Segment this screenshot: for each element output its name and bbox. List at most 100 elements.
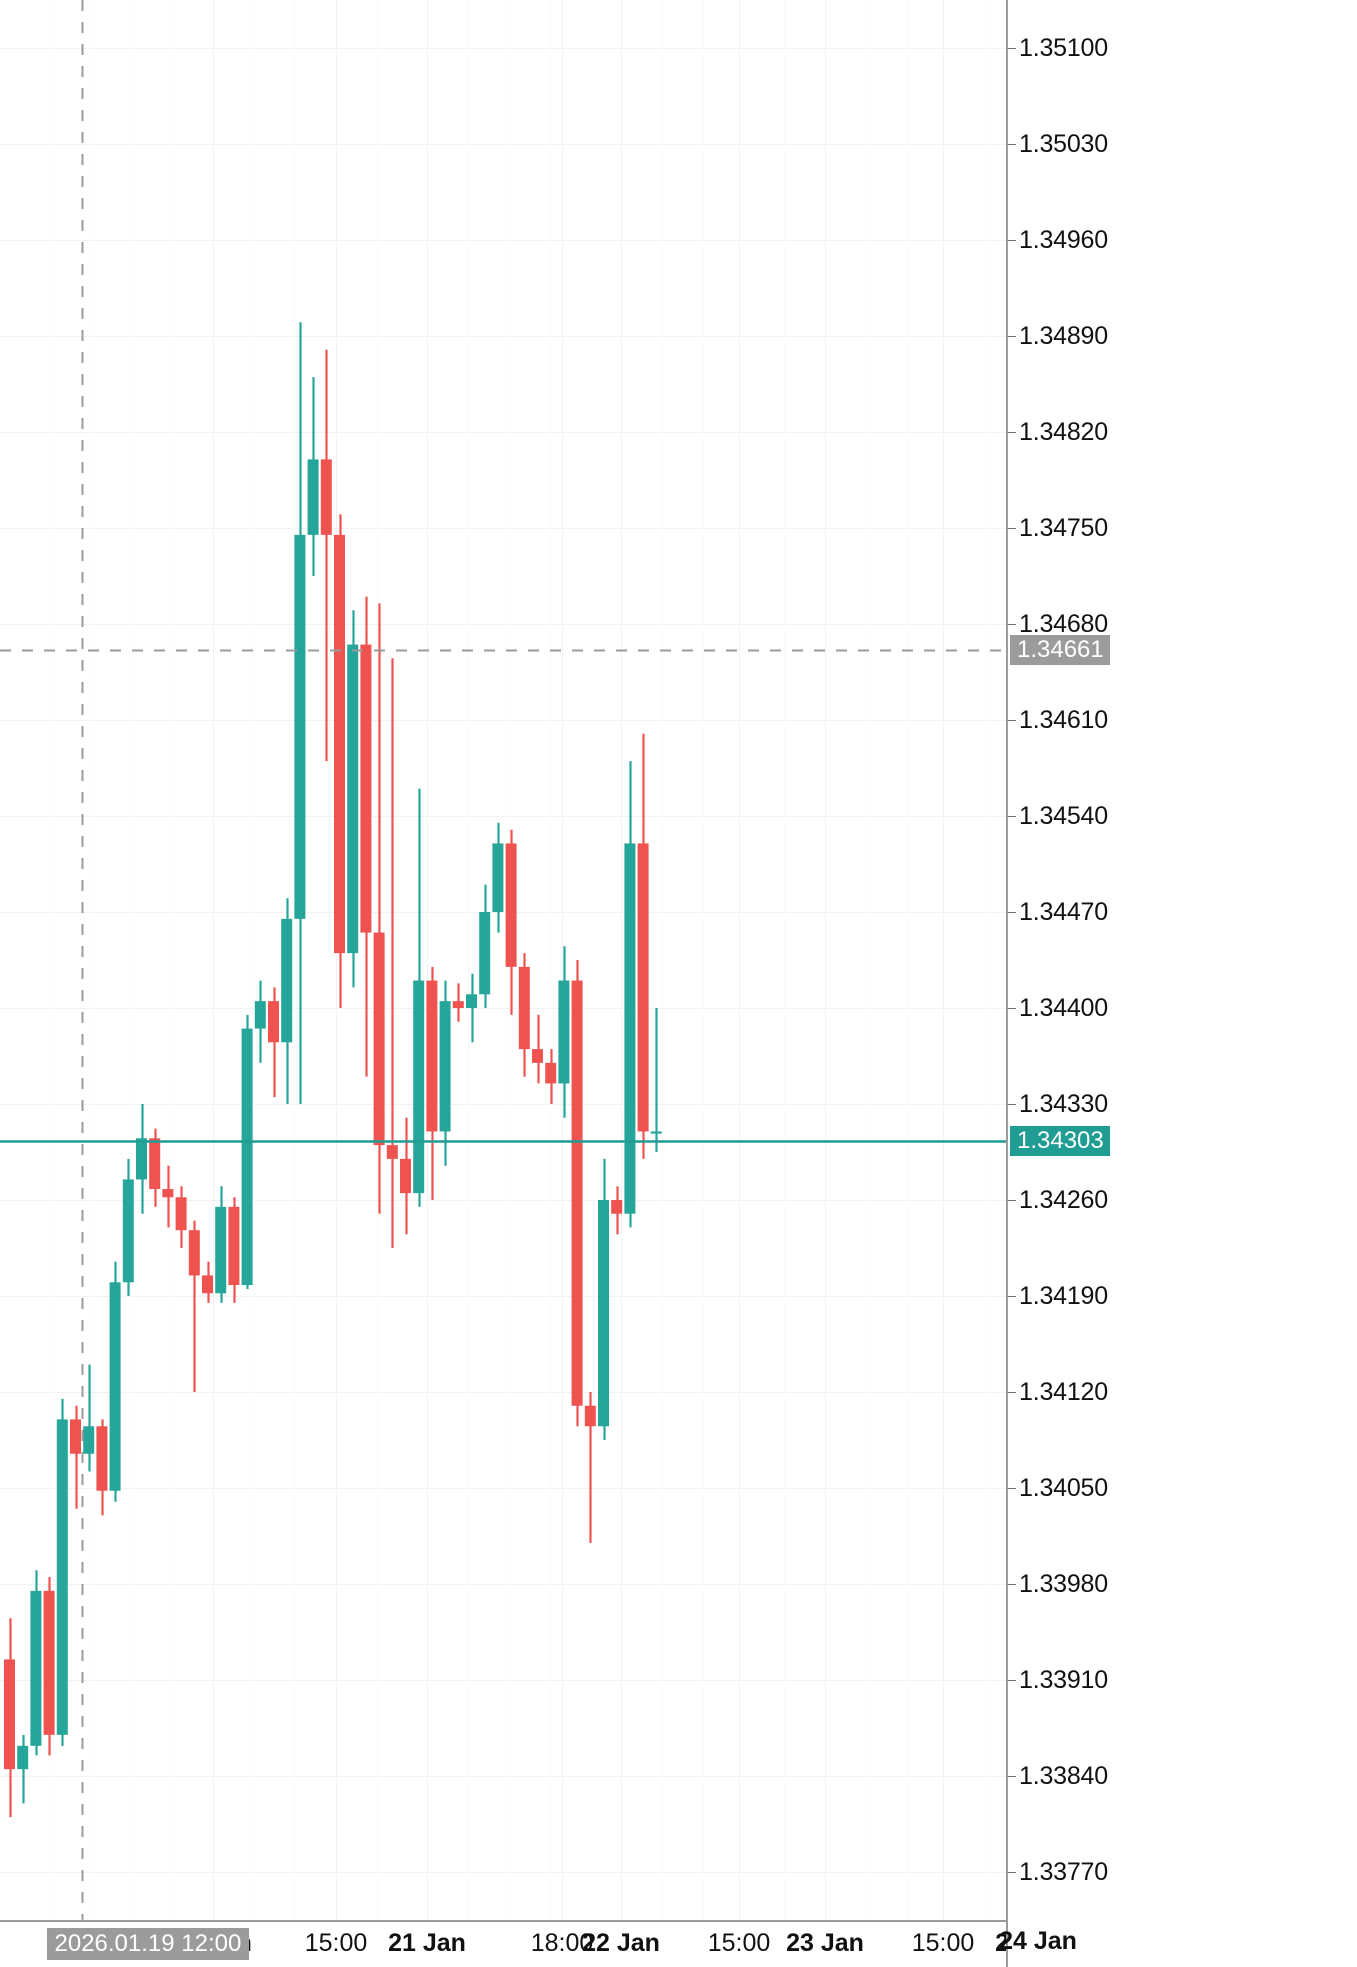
candle-body [56,1419,68,1735]
candle-body [532,1049,543,1063]
candle[interactable] [320,349,332,762]
candle[interactable] [188,1220,200,1392]
candle[interactable] [466,973,477,1043]
candle[interactable] [400,1117,411,1235]
candle[interactable] [611,1186,623,1235]
candle-body [96,1426,108,1491]
candle[interactable] [505,829,517,1015]
candle[interactable] [518,953,530,1077]
time-tick-label: 24 Jan [999,1927,1077,1955]
candle[interactable] [294,322,306,1104]
candlestick-svg [0,0,1006,1920]
candle[interactable] [492,822,504,933]
candle[interactable] [268,987,279,1098]
candle-body [598,1200,609,1427]
price-tick-mark [1008,1487,1016,1489]
candle[interactable] [360,596,372,1077]
price-tick-mark [1008,1391,1016,1393]
candle[interactable] [109,1261,121,1502]
candle[interactable] [479,884,491,1008]
candle[interactable] [347,610,359,988]
candle-body [17,1745,29,1770]
candle[interactable] [386,658,398,1248]
crosshair-price-badge[interactable]: 1.34661 [1010,635,1110,666]
candle[interactable] [571,960,583,1427]
candle[interactable] [334,514,345,1008]
candle[interactable] [83,1364,95,1472]
price-tick-mark [1008,1679,1016,1681]
candle-body [426,980,438,1132]
candle[interactable] [162,1165,174,1228]
candle-body [175,1197,187,1231]
candle-body [136,1138,147,1180]
price-tick-label: 1.35030 [1019,129,1108,158]
time-tick-label: 15:00 [304,1929,368,1957]
candle[interactable] [558,946,570,1118]
price-tick-label: 1.35100 [1019,33,1108,62]
price-tick-label: 1.34890 [1019,321,1108,350]
candle[interactable] [650,1008,662,1152]
candle-body [320,459,332,535]
candle[interactable] [30,1570,42,1756]
candle[interactable] [254,980,266,1063]
candle-body [386,1145,398,1159]
price-tick-label: 1.34330 [1019,1089,1108,1118]
candle[interactable] [584,1392,596,1543]
candle[interactable] [17,1734,29,1804]
candle[interactable] [545,1049,557,1104]
candle-body [122,1179,134,1283]
price-tick-mark [1008,1007,1016,1009]
chart-plot-area[interactable] [0,0,1006,1920]
candle[interactable] [43,1577,55,1756]
candle[interactable] [413,788,425,1207]
candle[interactable] [136,1104,147,1214]
candle[interactable] [175,1186,187,1248]
time-tick-label: 15:00 [707,1929,771,1957]
price-tick-mark [1008,1295,1016,1297]
price-tick-label: 1.33980 [1019,1569,1108,1598]
candle[interactable] [281,898,293,1104]
candle[interactable] [202,1261,213,1303]
candle-body [413,980,425,1194]
candle[interactable] [122,1158,134,1296]
price-tick-label: 1.34680 [1019,609,1108,638]
candle[interactable] [228,1197,240,1303]
candle[interactable] [426,966,438,1200]
price-tick-mark [1008,1583,1016,1585]
price-tick-label: 1.34750 [1019,513,1108,542]
candle[interactable] [307,377,319,576]
price-tick-mark [1008,527,1016,529]
price-tick-mark [1008,623,1016,625]
candle[interactable] [452,983,464,1022]
candle[interactable] [70,1405,81,1509]
candle[interactable] [215,1186,227,1303]
candle[interactable] [532,1014,543,1084]
candle[interactable] [373,603,385,1214]
candle-body [571,980,583,1406]
last-price-badge[interactable]: 1.34303 [1010,1126,1110,1157]
price-tick-label: 1.34540 [1019,801,1108,830]
candle[interactable] [56,1398,68,1746]
crosshair-time-badge[interactable]: 2026.01.19 12:00 [46,1928,250,1960]
time-tick-label: 21 Jan [388,1929,466,1957]
candle-body [149,1138,161,1190]
candle[interactable] [598,1158,609,1440]
price-axis[interactable]: 1.35100 1.35030 1.34960 1.34890 1.34820 1.347… [1006,0,1357,1920]
candle[interactable] [637,733,649,1159]
price-tick-label: 1.34470 [1019,897,1108,926]
price-tick-label: 1.34190 [1019,1281,1108,1310]
price-tick-mark [1008,1775,1016,1777]
price-tick-mark [1008,335,1016,337]
price-tick-mark [1008,1103,1016,1105]
candle[interactable] [4,1618,15,1818]
candle[interactable] [241,1014,253,1290]
candle[interactable] [624,761,636,1228]
candle-body [4,1659,15,1770]
candle-body [228,1206,240,1286]
candle-body [83,1426,95,1454]
candle[interactable] [96,1419,108,1516]
candle-body [373,932,385,1146]
candle[interactable] [439,980,451,1166]
